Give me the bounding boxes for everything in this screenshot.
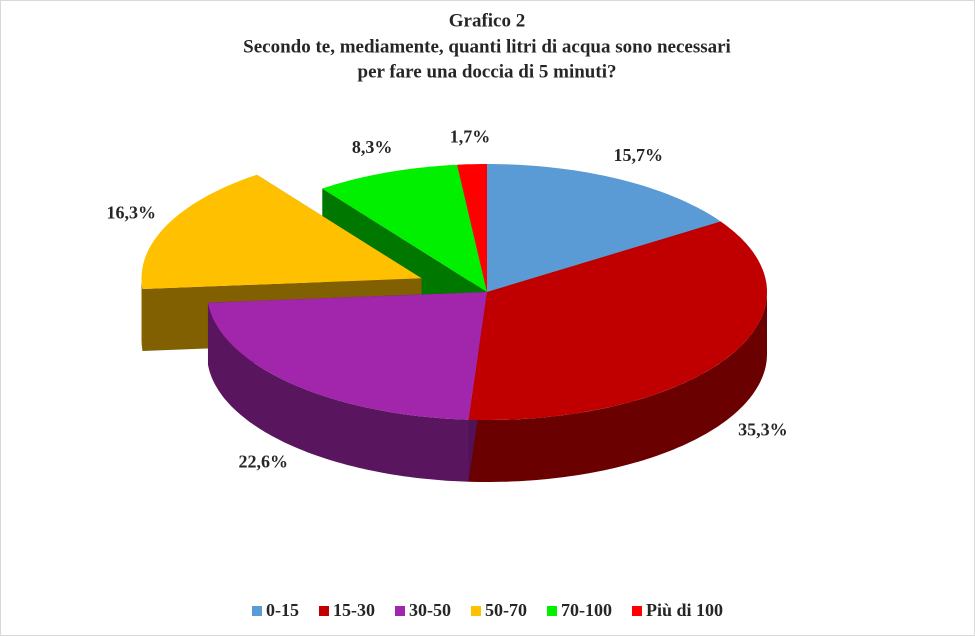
legend-swatch <box>394 606 405 616</box>
data-label: 35,3% <box>738 419 788 439</box>
data-label: 1,7% <box>450 127 491 147</box>
slice <box>322 164 487 292</box>
legend-swatch <box>251 606 262 616</box>
legend-label: 70-100 <box>561 600 612 620</box>
chart-subtitle: per fare una doccia di 5 minuti? <box>358 61 617 82</box>
data-label: 16,3% <box>107 202 157 222</box>
legend-label: Più di 100 <box>646 600 723 620</box>
slice-tops <box>141 164 767 420</box>
slice-side <box>141 278 143 351</box>
legend-swatch <box>546 606 557 616</box>
slice <box>141 174 422 289</box>
legend-label: 15-30 <box>333 600 375 620</box>
legend-label: 50-70 <box>485 600 527 620</box>
chart-subtitle: Secondo te, mediamente, quanti litri di … <box>243 36 731 57</box>
slice <box>468 221 767 420</box>
data-label: 8,3% <box>352 137 393 157</box>
slice <box>208 292 487 420</box>
chart-title: Grafico 2 <box>449 10 526 31</box>
legend: 0-15 15-30 30-50 50-70 70-100 Più di 100 <box>251 600 723 620</box>
slice <box>457 164 487 292</box>
legend-swatch <box>470 606 481 616</box>
legend-label: 0-15 <box>266 600 299 620</box>
data-label: 22,6% <box>239 452 289 472</box>
legend-swatch <box>318 606 329 616</box>
slice-side <box>468 292 767 482</box>
data-label: 15,7% <box>614 145 664 165</box>
legend-swatch <box>631 606 642 616</box>
legend-label: 30-50 <box>409 600 451 620</box>
slice <box>487 164 721 292</box>
slice-side <box>208 302 469 482</box>
